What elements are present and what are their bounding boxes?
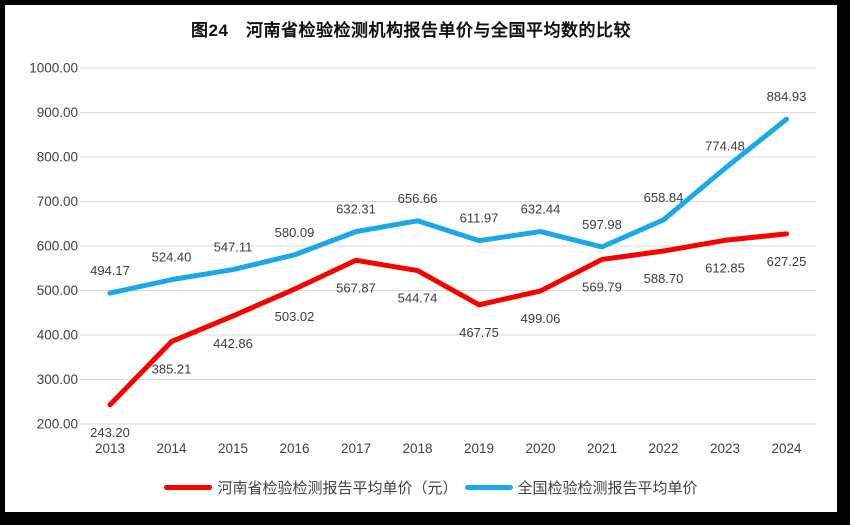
chart-title: 图24 河南省检验检测机构报告单价与全国平均数的比较 (191, 21, 631, 40)
legend-label-henan: 河南省检验检测报告平均单价（元） (217, 479, 458, 497)
data-label: 611.97 (460, 211, 499, 226)
series-line-0 (107, 231, 789, 408)
data-label: 547.11 (214, 240, 253, 255)
data-label: 385.21 (152, 362, 192, 377)
x-axis-tick-label: 2014 (156, 441, 187, 456)
data-label: 580.09 (275, 225, 315, 240)
y-axis-tick-label: 300.00 (37, 372, 78, 387)
y-axis-tick-label: 500.00 (37, 283, 78, 298)
data-label: 569.79 (582, 279, 622, 294)
data-label: 494.17 (90, 263, 130, 278)
data-label: 627.25 (767, 254, 807, 269)
x-axis-tick-label: 2015 (218, 441, 248, 456)
x-axis-tick-label: 2019 (464, 441, 494, 456)
x-axis-tick-label: 2013 (95, 441, 125, 456)
x-axis-tick-label: 2018 (402, 441, 432, 456)
legend-item-national: 全国检验检测报告平均单价 (464, 477, 698, 498)
data-label: 503.02 (275, 309, 315, 324)
data-label: 567.87 (336, 280, 376, 295)
data-label: 524.40 (152, 250, 192, 265)
data-label: 658.84 (644, 190, 684, 205)
data-label: 656.66 (398, 191, 438, 206)
legend-item-henan: 河南省检验检测报告平均单价（元） (164, 477, 458, 498)
data-label: 632.31 (336, 202, 376, 217)
legend-swatch-henan-icon (164, 484, 213, 490)
data-label: 442.86 (213, 336, 253, 351)
x-axis-tick-label: 2021 (587, 441, 617, 456)
data-label: 544.74 (398, 291, 438, 306)
y-axis-tick-label: 700.00 (37, 194, 78, 209)
x-axis-tick-label: 2023 (710, 441, 740, 456)
y-axis-tick-label: 1000.00 (29, 61, 78, 76)
data-label: 467.75 (459, 325, 499, 340)
x-axis-tick-label: 2022 (648, 441, 678, 456)
data-label: 632.44 (521, 202, 561, 217)
legend: 河南省检验检测报告平均单价（元） 全国检验检测报告平均单价 (0, 476, 850, 498)
legend-swatch-national-icon (464, 484, 513, 490)
x-axis-tick-label: 2020 (525, 441, 555, 456)
y-axis-tick-label: 400.00 (37, 328, 78, 343)
data-label: 243.20 (90, 425, 130, 440)
data-label: 597.98 (582, 217, 622, 232)
data-label: 612.85 (705, 260, 745, 275)
data-label: 774.48 (705, 138, 745, 153)
x-axis-tick-label: 2017 (341, 441, 371, 456)
data-label: 884.93 (767, 89, 807, 104)
data-label: 588.70 (644, 271, 684, 286)
y-axis-tick-label: 200.00 (37, 417, 78, 432)
series-line-1 (107, 116, 789, 296)
y-axis-tick-label: 800.00 (37, 150, 78, 165)
x-axis-tick-label: 2016 (279, 441, 309, 456)
legend-label-national: 全国检验检测报告平均单价 (517, 479, 698, 497)
y-axis-tick-label: 900.00 (37, 105, 78, 120)
y-axis-tick-label: 600.00 (37, 239, 78, 254)
x-axis-tick-label: 2024 (771, 441, 802, 456)
data-label: 499.06 (521, 311, 561, 326)
